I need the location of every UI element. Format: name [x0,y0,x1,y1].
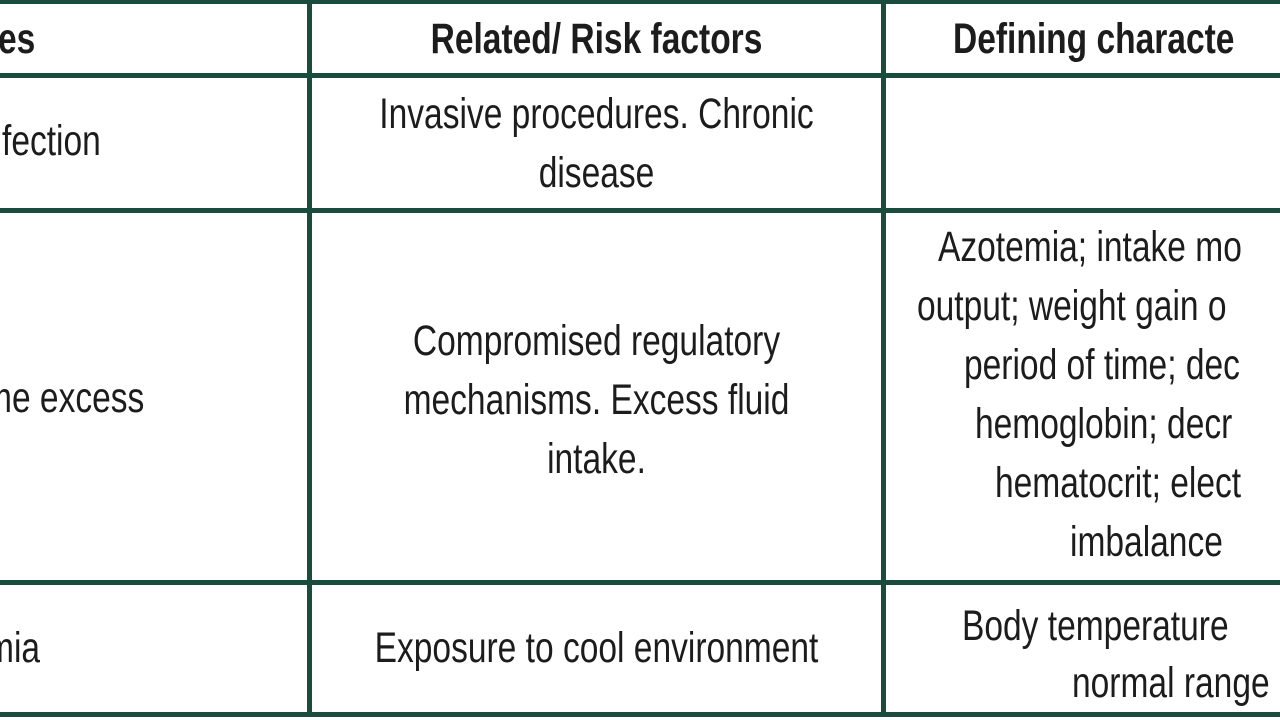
row2-risk-line3: intake. [547,435,646,483]
table-border-under-row1 [0,208,1280,213]
table-border-col1-col2 [307,0,312,717]
row2-defining-line2: output; weight gain o [917,282,1227,330]
table-border-under-header [0,73,1280,78]
row3-defining-line1: Body temperature [962,602,1229,650]
row1-risk-factors-cell: Invasive procedures. Chronic disease [375,85,819,203]
row2-diagnosis-fragment: me excess [0,374,145,422]
row3-risk-factors-cell: Exposure to cool environment [375,619,819,678]
table-border-bottom [0,712,1280,717]
table-border-col2-col3 [881,0,886,717]
header-risk-factors-label: Related/ Risk factors [430,15,763,63]
row2-defining-line6: imbalance [1070,518,1223,566]
row2-defining-line3: period of time; dec [964,341,1240,389]
row2-defining-line5: hematocrit; elect [995,459,1242,507]
row1-risk-line1: Invasive procedures. Chronic [379,90,814,138]
row3-defining-line2: normal range [1072,659,1270,707]
row3-risk-line1: Exposure to cool environment [374,624,819,672]
row2-defining-line1: Azotemia; intake mo [938,223,1242,271]
row2-risk-line1: Compromised regulatory [412,317,781,365]
row2-risk-factors-cell: Compromised regulatory mechanisms. Exces… [375,312,819,489]
row2-defining-line4: hemoglobin; decr [975,400,1233,448]
header-diagnoses-fragment: es [0,15,36,63]
row1-risk-line2: disease [538,149,655,197]
row3-diagnosis-fragment: mia [0,624,41,672]
row2-risk-line2: mechanisms. Excess fluid [403,376,790,424]
header-defining-characteristics-fragment: Defining characte [953,15,1235,63]
row1-diagnosis-fragment: fection [2,117,101,165]
header-risk-factors: Related/ Risk factors [375,10,819,69]
table-border-top [0,0,1280,4]
table-border-under-row2 [0,580,1280,585]
